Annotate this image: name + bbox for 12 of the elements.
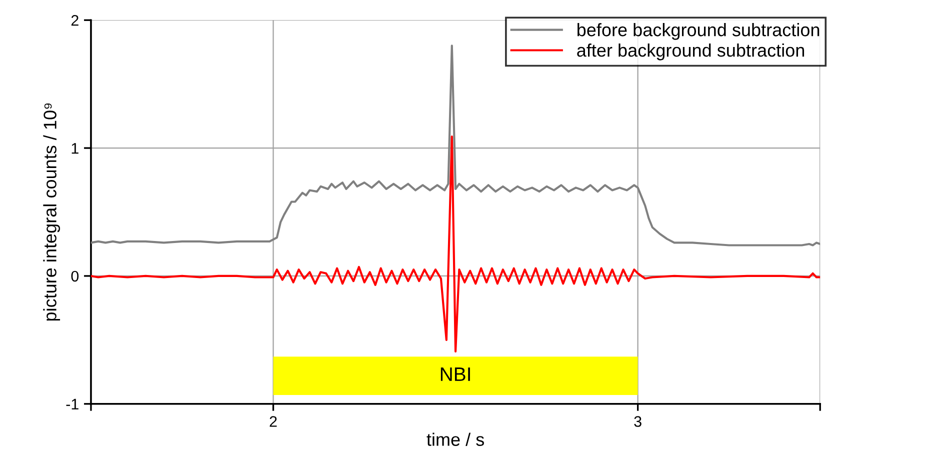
line-series — [90, 135, 820, 352]
y-tick-label: 1 — [72, 143, 78, 154]
x-axis-title: time / s — [426, 432, 484, 446]
legend-label: before background subtraction — [578, 23, 820, 40]
y-axis-title: picture integral counts / 10⁹ — [43, 103, 60, 321]
legend-label: after background subtraction — [577, 44, 804, 60]
y-tick-label: 2 — [71, 14, 78, 26]
y-tick-label: -1 — [66, 398, 78, 410]
line-series — [90, 44, 820, 246]
y-tick-label: 0 — [71, 270, 79, 282]
x-tick-label: 3 — [634, 416, 642, 427]
band-label: NBI — [440, 368, 470, 381]
